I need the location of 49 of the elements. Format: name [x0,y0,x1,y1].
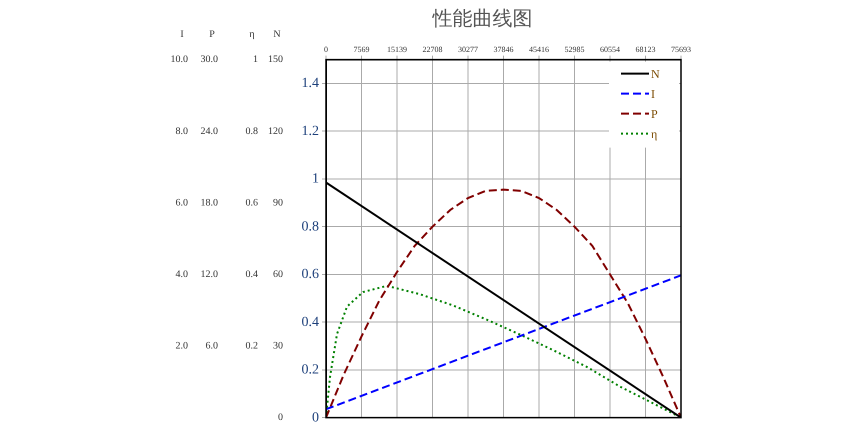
text: 30.0 [200,54,218,66]
y-tick-label: 1 [312,172,319,187]
text: 12.0 [200,269,218,280]
x-tick-label: 37846 [494,44,514,54]
text: 1 [253,54,258,66]
x-tick-label: 60554 [600,44,620,54]
text: 4.0 [176,269,188,280]
y-tick-label: 1.2 [302,124,319,139]
y-tick-label: 0.6 [302,267,319,282]
y-tick-label: 1.4 [302,76,319,92]
x-tick-label: 45416 [529,44,549,54]
text: 6.0 [206,340,218,352]
text: 6.0 [176,197,188,208]
legend-label: I [651,86,655,101]
x-tick-label: 30277 [458,44,478,54]
text: 0 [278,412,283,424]
text: 18.0 [200,197,218,208]
text: 0.8 [246,126,258,137]
text: 30 [273,340,283,352]
y-tick-label: 0.2 [302,362,319,378]
text: 8.0 [176,126,188,137]
text: I [180,29,184,40]
x-tick-label: 15139 [387,44,407,54]
text: P [209,29,216,40]
text: 0.6 [246,197,258,208]
x-tick-label: 0 [324,44,328,54]
text: N [273,29,281,40]
legend-label: P [651,106,658,121]
text: 2.0 [176,340,188,352]
x-tick-label: 52985 [564,44,584,54]
x-tick-label: 75693 [671,44,691,54]
legend-label: η [651,126,658,141]
y-tick-label: 0.8 [302,219,319,234]
text: 24.0 [200,126,218,137]
x-tick-label: 7569 [354,44,370,54]
text: 0.2 [246,340,258,352]
chart-title: 性能曲线图 [432,6,532,30]
x-tick-label: 68123 [635,44,656,54]
y-tick-label: 0.4 [302,314,319,330]
text: 10.0 [170,54,188,66]
text: η [249,29,255,40]
legend-label: N [651,66,660,81]
text: 0.4 [246,269,258,280]
text: 90 [273,197,283,208]
text: 150 [268,54,283,66]
text: 120 [268,126,283,137]
y-tick-label: 0 [312,410,319,426]
text: 60 [273,269,283,280]
x-tick-label: 22708 [422,44,442,54]
